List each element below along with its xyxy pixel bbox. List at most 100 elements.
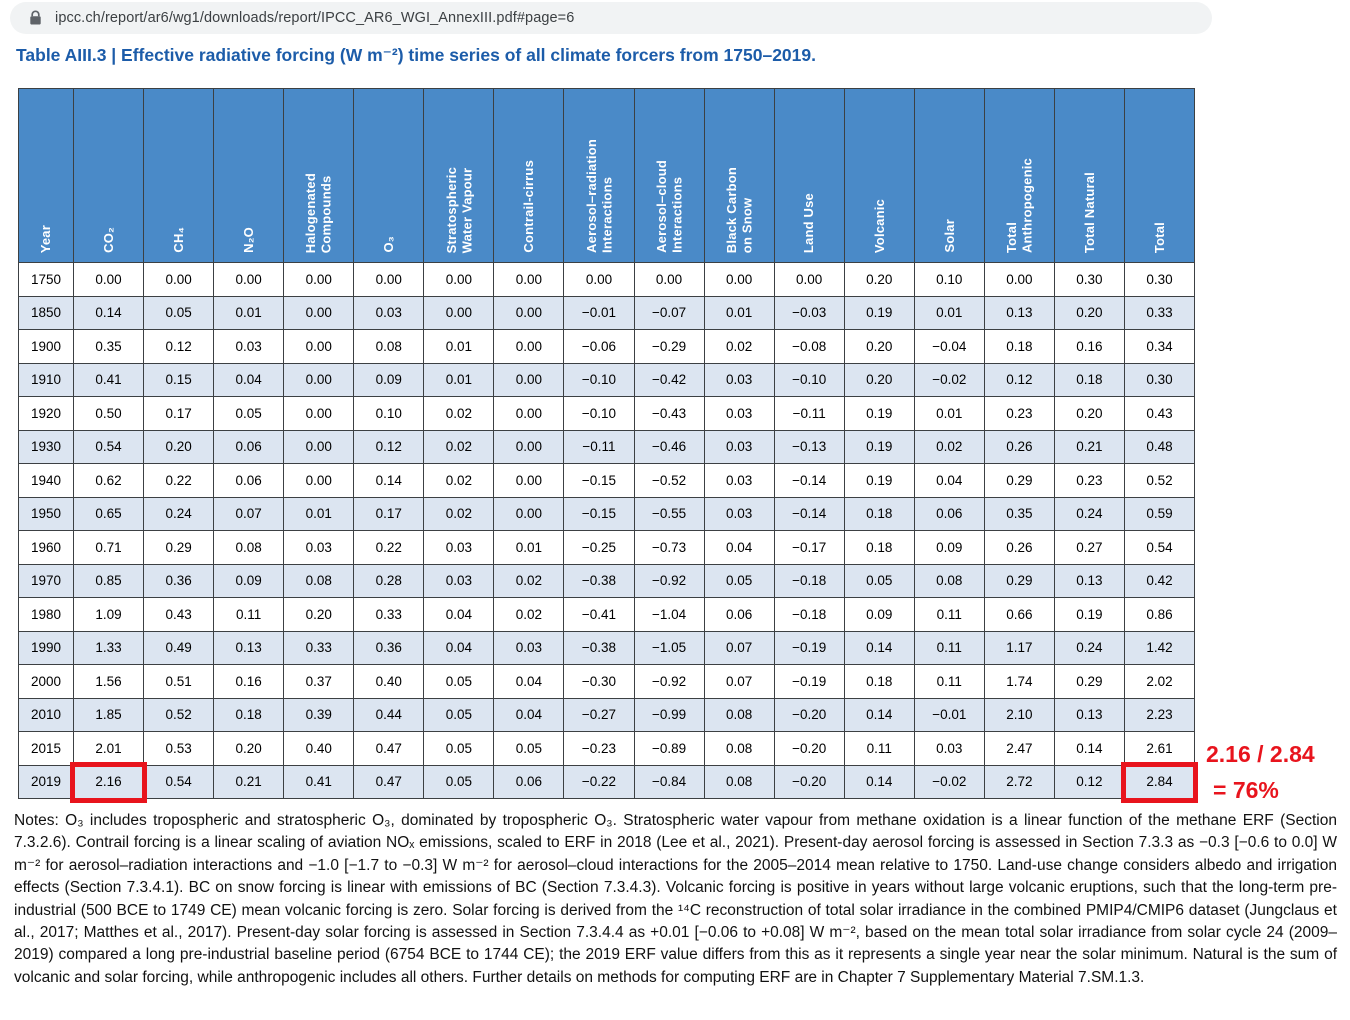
- value-cell: 0.40: [353, 664, 425, 699]
- value-cell: 0.36: [143, 563, 215, 598]
- value-cell: 0.00: [213, 262, 285, 297]
- value-cell: −0.52: [633, 463, 705, 498]
- column-header-label: Volcanic: [871, 198, 887, 253]
- value-cell: −0.01: [913, 697, 985, 732]
- value-cell: 0.04: [493, 664, 565, 699]
- value-cell: 0.00: [283, 463, 355, 498]
- value-cell: −0.19: [773, 630, 845, 665]
- value-cell: 0.39: [283, 697, 355, 732]
- value-cell: 0.11: [913, 664, 985, 699]
- value-cell: 0.02: [423, 463, 495, 498]
- value-cell: 0.24: [1053, 630, 1125, 665]
- year-cell: 1900: [18, 329, 74, 364]
- column-header-label: CO₂: [100, 227, 116, 253]
- value-cell: 0.11: [213, 597, 285, 632]
- value-cell: 0.21: [1053, 429, 1125, 464]
- value-cell: 0.43: [1123, 396, 1196, 431]
- year-cell: 1750: [18, 262, 74, 297]
- value-cell: 0.29: [983, 563, 1055, 598]
- column-header-label: O₃: [381, 236, 397, 253]
- value-cell: −0.07: [633, 295, 705, 330]
- value-cell: 0.05: [423, 731, 495, 766]
- value-cell: 0.02: [913, 429, 985, 464]
- value-cell: 0.06: [213, 429, 285, 464]
- value-cell: −0.06: [563, 329, 635, 364]
- value-cell: 2.61: [1123, 731, 1196, 766]
- column-header-15: Total Natural: [1053, 88, 1125, 263]
- value-cell: 0.33: [1123, 295, 1196, 330]
- column-header-year: Year: [18, 88, 74, 263]
- value-cell: 1.74: [983, 664, 1055, 699]
- value-cell: 0.12: [1053, 764, 1125, 799]
- value-cell: 0.05: [423, 697, 495, 732]
- value-cell: −0.17: [773, 530, 845, 565]
- value-cell: 0.01: [493, 530, 565, 565]
- value-cell: 0.08: [703, 764, 775, 799]
- value-cell: 0.08: [703, 697, 775, 732]
- value-cell: 0.02: [423, 496, 495, 531]
- year-cell: 1990: [18, 630, 74, 665]
- value-cell: 0.00: [493, 262, 565, 297]
- value-cell: −0.02: [913, 764, 985, 799]
- value-cell: 0.22: [143, 463, 215, 498]
- value-cell: 0.37: [283, 664, 355, 699]
- value-cell: 0.18: [843, 530, 915, 565]
- value-cell: 0.12: [143, 329, 215, 364]
- value-cell: 0.27: [1053, 530, 1125, 565]
- value-cell: 0.47: [353, 764, 425, 799]
- value-cell: −0.14: [773, 463, 845, 498]
- value-cell: 0.03: [353, 295, 425, 330]
- value-cell: 0.03: [213, 329, 285, 364]
- value-cell: 0.07: [213, 496, 285, 531]
- value-cell: 0.04: [913, 463, 985, 498]
- value-cell: 0.54: [1123, 530, 1196, 565]
- address-bar[interactable]: ipcc.ch/report/ar6/wg1/downloads/report/…: [10, 2, 1212, 34]
- value-cell: 0.14: [1053, 731, 1125, 766]
- value-cell: 0.05: [213, 396, 285, 431]
- value-cell: 0.00: [983, 262, 1055, 297]
- value-cell: 0.14: [72, 295, 145, 330]
- value-cell: 0.08: [213, 530, 285, 565]
- value-cell: 0.03: [493, 630, 565, 665]
- value-cell: 0.02: [423, 429, 495, 464]
- value-cell: 0.05: [703, 563, 775, 598]
- value-cell: 0.20: [1053, 295, 1125, 330]
- table-row: 1950 0.65 0.24 0.07 0.01 0.17 0.02 0.00 −0.15 −0.…: [18, 496, 1196, 531]
- value-cell: 0.44: [353, 697, 425, 732]
- value-cell: 0.54: [72, 429, 145, 464]
- highlighted-value-cell: 2.16: [70, 762, 148, 803]
- header-row: Year CO₂ CH₄ N₂O Halogenated Compounds O₃ Stra…: [18, 88, 1196, 263]
- table-row: 1920 0.50 0.17 0.05 0.00 0.10 0.02 0.00 −0.10 −0.…: [18, 396, 1196, 431]
- value-cell: 0.04: [423, 630, 495, 665]
- value-cell: 0.00: [493, 396, 565, 431]
- value-cell: 0.00: [703, 262, 775, 297]
- column-header-16: Total: [1123, 88, 1196, 263]
- year-cell: 1920: [18, 396, 74, 431]
- value-cell: 0.59: [1123, 496, 1196, 531]
- value-cell: −0.08: [773, 329, 845, 364]
- value-cell: 0.19: [843, 295, 915, 330]
- value-cell: 0.20: [143, 429, 215, 464]
- value-cell: −0.22: [563, 764, 635, 799]
- value-cell: 2.02: [1123, 664, 1196, 699]
- value-cell: −0.10: [773, 362, 845, 397]
- year-cell: 1960: [18, 530, 74, 565]
- value-cell: 1.09: [72, 597, 145, 632]
- value-cell: −0.20: [773, 731, 845, 766]
- value-cell: 0.18: [843, 496, 915, 531]
- column-header-6: Stratospheric Water Vapour: [423, 88, 495, 263]
- highlighted-value-cell: 2.84: [1121, 762, 1199, 803]
- value-cell: 0.04: [423, 597, 495, 632]
- value-cell: 0.13: [1053, 697, 1125, 732]
- value-cell: 0.00: [283, 396, 355, 431]
- table-notes: Notes: O₃ includes tropospheric and stra…: [14, 812, 1337, 986]
- value-cell: 0.05: [843, 563, 915, 598]
- column-header-label: Aerosol–radiation Interactions: [583, 139, 614, 253]
- value-cell: 0.00: [493, 463, 565, 498]
- column-header-label: Halogenated Compounds: [303, 172, 334, 253]
- table-body: 1750 0.00 0.00 0.00 0.00 0.00 0.00 0.00 0.00 0.00…: [18, 262, 1199, 803]
- value-cell: 0.03: [703, 463, 775, 498]
- annotation-line-2: = 76%: [1213, 777, 1279, 803]
- value-cell: 0.16: [1053, 329, 1125, 364]
- value-cell: 0.49: [143, 630, 215, 665]
